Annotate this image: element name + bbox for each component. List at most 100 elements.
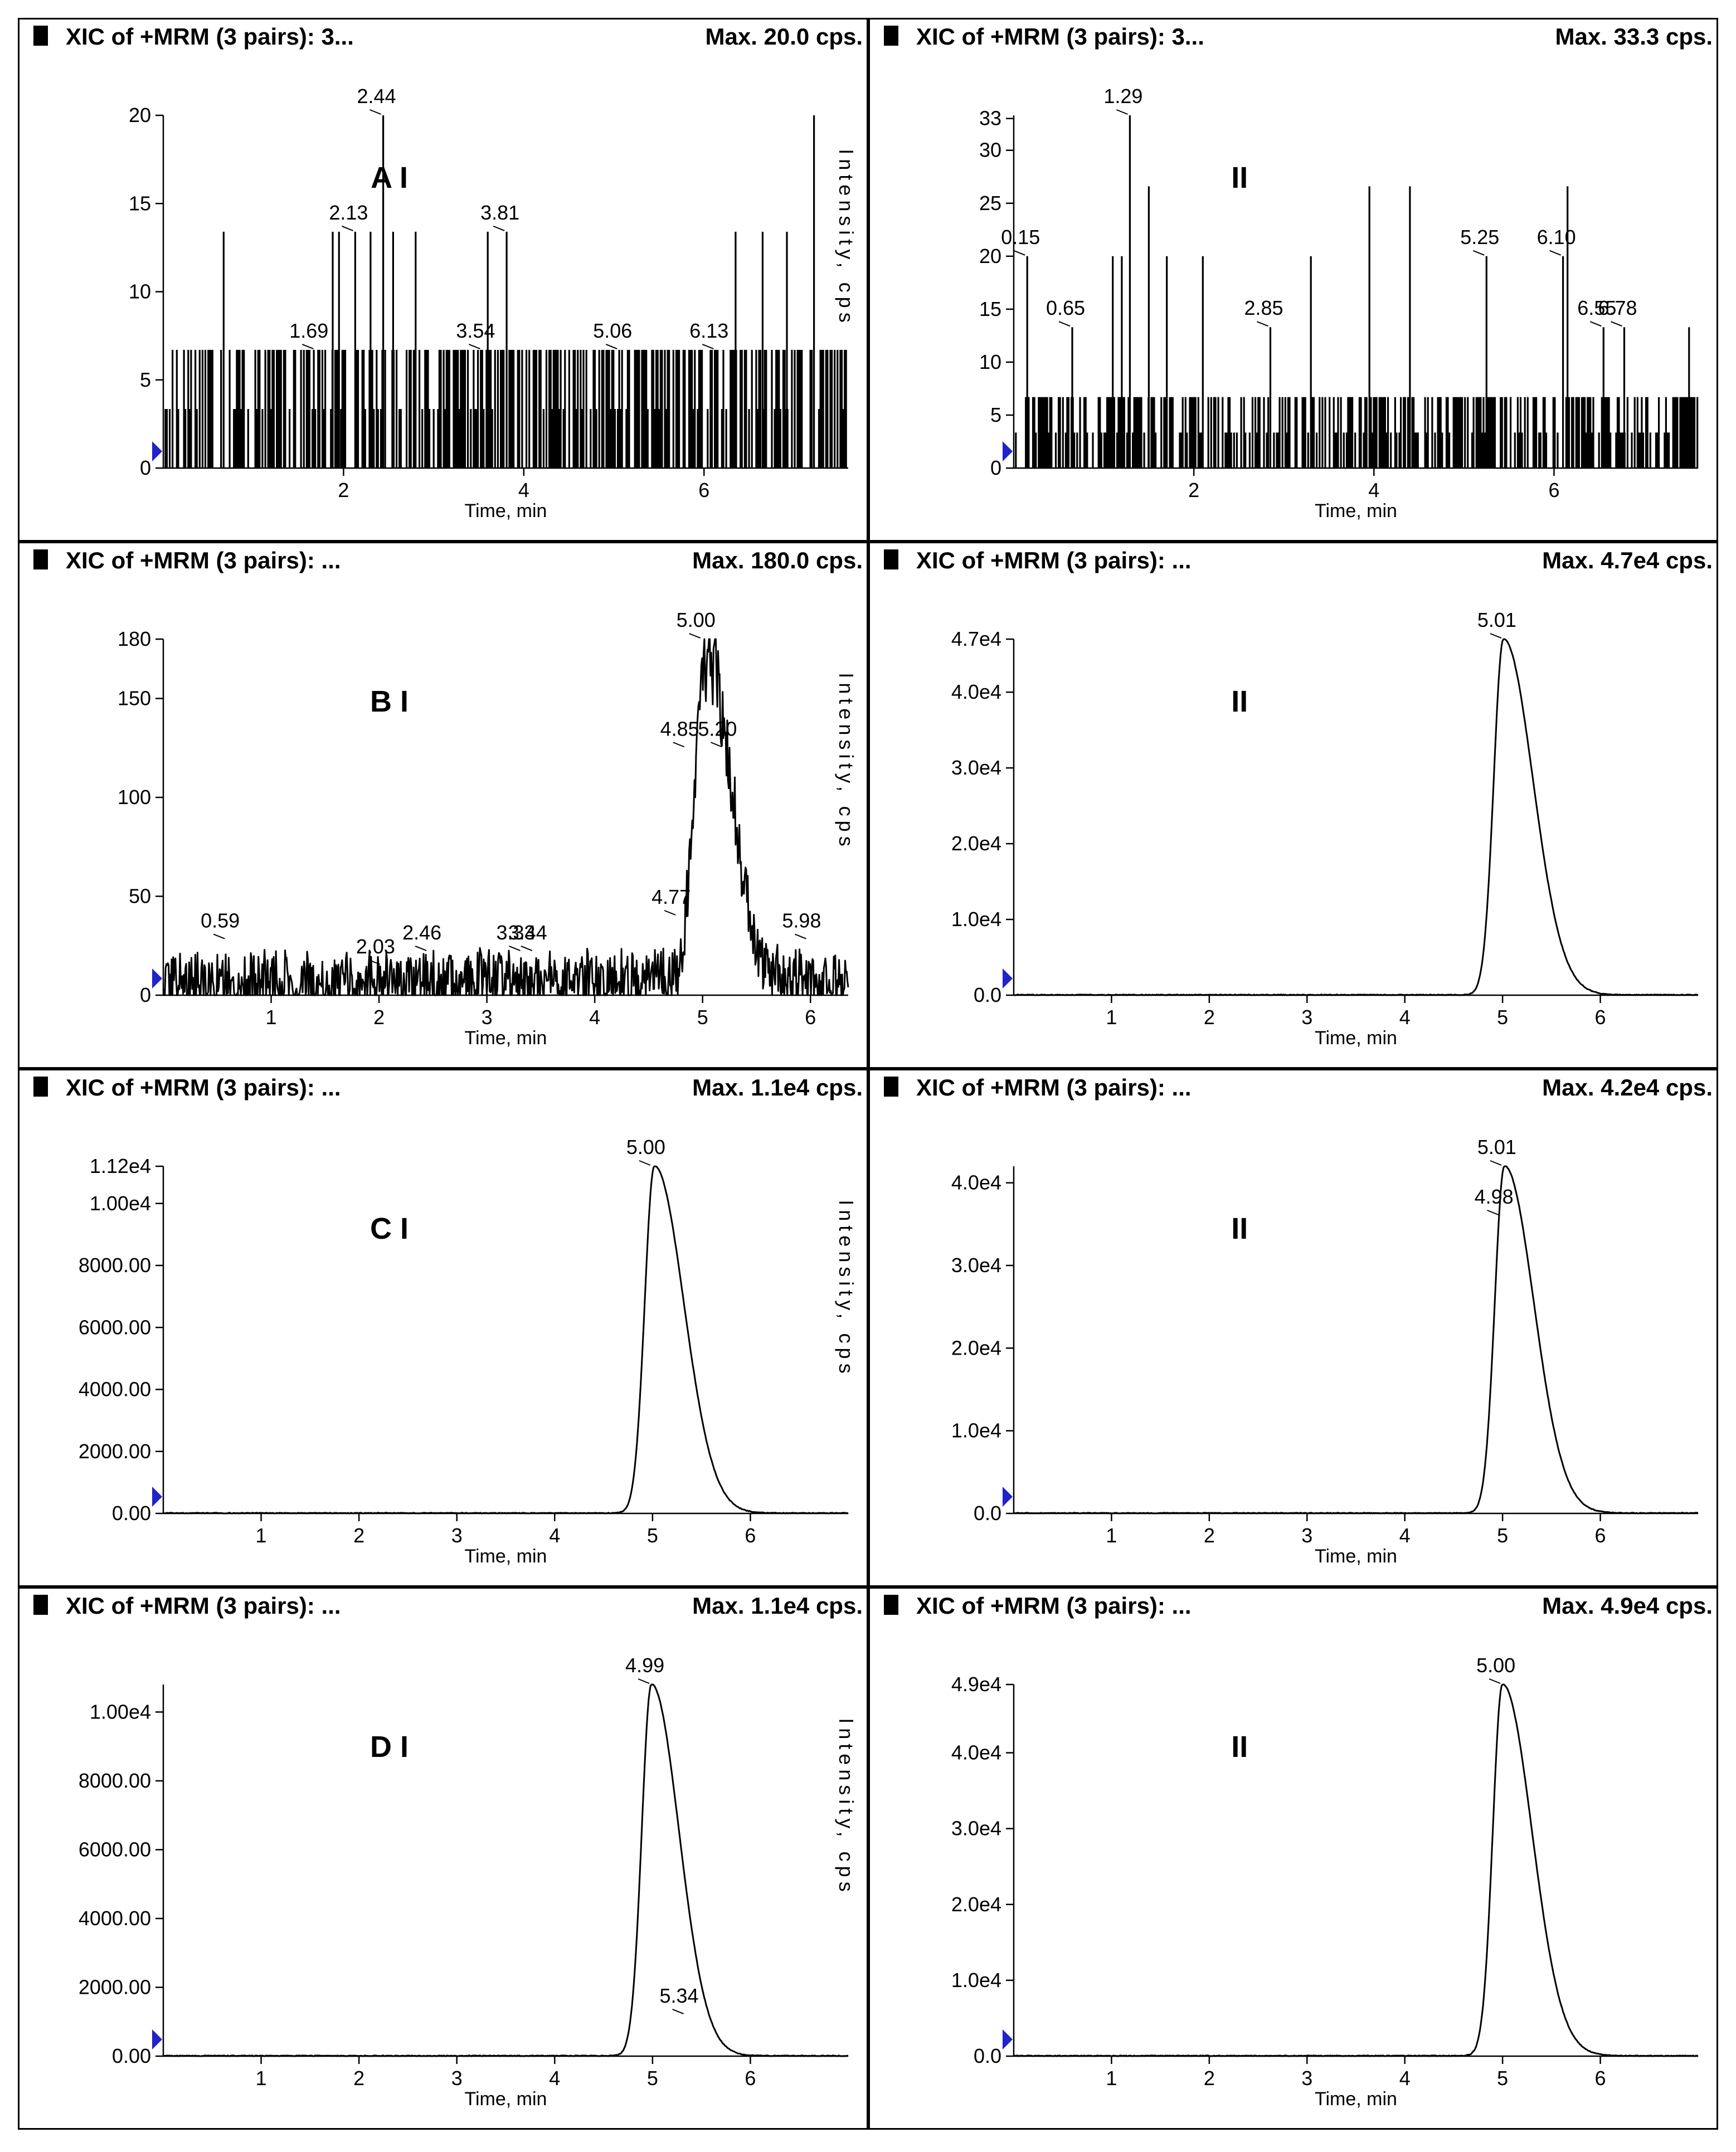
panel-border (868, 1587, 1718, 2130)
y-tick-label: 0 (140, 456, 151, 479)
x-axis-title: Time, min (465, 1546, 547, 1567)
x-tick-label: 2 (1204, 1524, 1215, 1547)
peak-label: 2.44 (357, 85, 396, 108)
chromatogram-panel-c-ii: XIC of +MRM (3 pairs): ... Max. 4.2e4 cps… (868, 1069, 1718, 1587)
header-square-icon (33, 1077, 48, 1097)
x-tick-label: 4 (1368, 479, 1379, 502)
chromatogram-trace (164, 115, 847, 468)
y-tick-label: 20 (129, 104, 151, 126)
panel-label: II (1231, 161, 1248, 194)
panel-label: C I (370, 1212, 409, 1245)
peak-label: 3.54 (456, 319, 495, 342)
peak-label: 5.98 (782, 909, 821, 932)
x-tick-label: 1 (256, 2067, 267, 2090)
x-axis-title: Time, min (465, 1028, 547, 1049)
x-tick-label: 3 (482, 1006, 493, 1029)
baseline-marker-icon (152, 1487, 162, 1507)
y-tick-label: 0.00 (112, 2044, 151, 2067)
peak-leader (702, 344, 714, 349)
header-title: XIC of +MRM (3 pairs): 3... (66, 23, 354, 50)
x-tick-label: 2 (338, 479, 349, 502)
y-tick-label: 3.0e4 (951, 1254, 1001, 1277)
peak-label: 5.06 (593, 319, 632, 342)
y-tick-label: 3.0e4 (951, 1817, 1001, 1840)
x-tick-label: 4 (1399, 1524, 1411, 1547)
y-tick-label: 0 (140, 984, 151, 1006)
header-title: XIC of +MRM (3 pairs): ... (916, 1593, 1192, 1619)
peak-label: 5.01 (1477, 608, 1516, 631)
peak-label: 5.00 (1476, 1654, 1515, 1677)
peak-label: 6.55 (1577, 296, 1616, 319)
peak-leader (1257, 321, 1268, 327)
x-axis-title: Time, min (1315, 2088, 1397, 2110)
y-tick-label: 2000.00 (79, 1975, 151, 1998)
y-tick-label: 1.0e4 (951, 908, 1001, 931)
y-tick-label: 33 (979, 107, 1001, 130)
baseline-marker-icon (1003, 968, 1013, 989)
x-tick-label: 6 (698, 479, 709, 502)
peak-label: 5.25 (1460, 226, 1499, 249)
x-tick-label: 6 (1548, 479, 1559, 502)
panel-label: B I (370, 685, 409, 718)
peak-label: 0.59 (201, 909, 240, 932)
y-tick-label: 1.00e4 (90, 1700, 151, 1723)
y-tick-label: 2.0e4 (951, 1893, 1001, 1916)
header-max-label: Max. 33.3 cps. (1555, 23, 1713, 50)
y-tick-label: 15 (979, 298, 1001, 320)
peak-leader (1589, 321, 1602, 327)
header-square-icon (33, 1595, 48, 1615)
peak-label: 2.13 (329, 201, 368, 224)
x-tick-label: 5 (697, 1006, 708, 1029)
peak-leader (1472, 250, 1485, 256)
y-tick-label: 4000.00 (79, 1907, 151, 1930)
x-tick-label: 6 (1595, 1006, 1606, 1029)
x-tick-label: 4 (549, 2067, 560, 2090)
peak-label: 1.69 (289, 319, 328, 342)
chromatogram-panel-c-i: XIC of +MRM (3 pairs): ... Max. 1.1e4 cps… (18, 1069, 868, 1587)
chart-svg: XIC of +MRM (3 pairs): ... Max. 4.7e4 cps… (868, 542, 1718, 1069)
x-tick-label: 2 (373, 1006, 385, 1029)
x-axis-title: Time, min (465, 2088, 547, 2110)
peak-leader (493, 225, 505, 231)
header-title: XIC of +MRM (3 pairs): ... (916, 1074, 1192, 1101)
y-axis-title: Intensity, cps (835, 1200, 858, 1377)
panel-label: D I (370, 1730, 409, 1764)
header-title: XIC of +MRM (3 pairs): 3... (916, 23, 1204, 50)
x-axis-title: Time, min (465, 500, 547, 522)
peak-leader (509, 945, 521, 951)
x-tick-label: 3 (1301, 1006, 1312, 1029)
y-tick-label: 15 (129, 192, 151, 215)
y-tick-label: 180 (118, 627, 151, 650)
chromatogram-trace (1013, 1683, 1699, 2057)
peak-label: 6.13 (689, 319, 728, 342)
peak-label: 2.03 (356, 935, 395, 958)
peak-label: 5.34 (660, 1984, 699, 2007)
peak-leader (795, 933, 806, 939)
peak-label: 4.77 (651, 885, 690, 908)
chart-svg: XIC of +MRM (3 pairs): ... Max. 180.0 cps… (18, 542, 868, 1069)
peak-leader (673, 742, 685, 748)
x-tick-label: 5 (1497, 1524, 1508, 1547)
peak-leader (664, 910, 676, 916)
y-tick-label: 4.9e4 (951, 1673, 1001, 1696)
y-tick-label: 1.0e4 (951, 1969, 1001, 1992)
peak-leader (415, 945, 427, 951)
y-tick-label: 150 (118, 687, 151, 710)
y-tick-label: 5 (140, 368, 151, 391)
peak-leader (1611, 321, 1622, 327)
panel-border (868, 1069, 1718, 1587)
x-tick-label: 2 (1204, 1006, 1215, 1029)
peak-leader (1013, 250, 1025, 256)
peak-label: 3.44 (508, 921, 547, 944)
y-tick-label: 4.0e4 (951, 1171, 1001, 1194)
peak-label: 5.20 (698, 717, 737, 740)
y-tick-label: 1.00e4 (90, 1192, 151, 1215)
x-tick-label: 2 (353, 2067, 364, 2090)
y-tick-label: 100 (118, 786, 151, 809)
y-tick-label: 1.12e4 (90, 1155, 151, 1177)
peak-label: 2.46 (402, 921, 441, 944)
chromatogram-trace (163, 1165, 849, 1515)
header-square-icon (884, 1077, 898, 1097)
x-tick-label: 6 (1595, 2067, 1606, 2090)
header-square-icon (33, 26, 48, 46)
